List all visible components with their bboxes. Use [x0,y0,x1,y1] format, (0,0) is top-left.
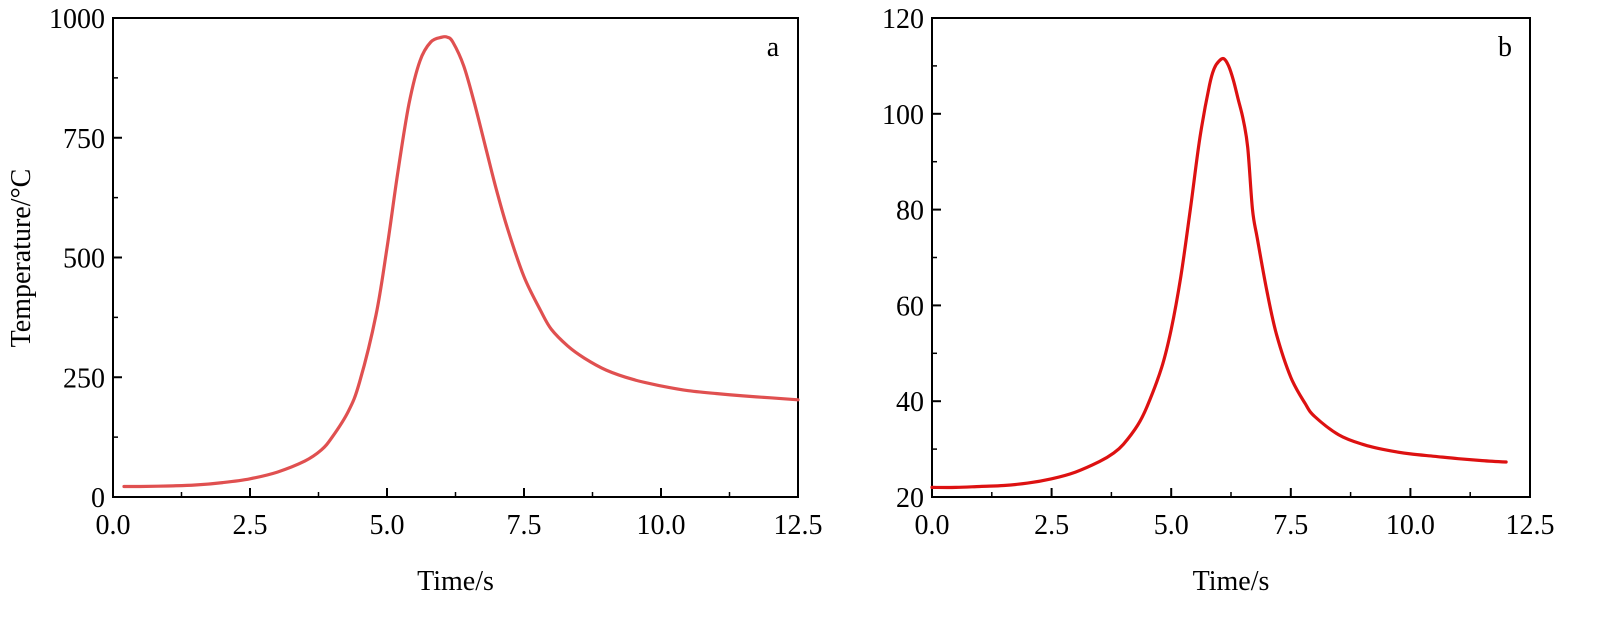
x-axis-title: Time/s [417,566,494,597]
y-tick-label: 100 [882,100,924,131]
y-tick-label: 500 [63,244,105,275]
series-line-0 [122,35,800,489]
y-tick-label: 0 [91,483,105,514]
panel-label: b [1498,32,1512,63]
x-tick-label: 12.5 [774,510,823,541]
x-tick-label: 0.0 [915,510,950,541]
x-tick-label: 7.5 [507,510,542,541]
x-tick-label: 7.5 [1273,510,1308,541]
chart-panel-b: 0.0 2.5 5.0 7.5 10.0 12.5 20 40 60 80 100 120 Time/s… [882,4,1555,597]
x-tick-label: 2.5 [1034,510,1069,541]
y-tick-label: 750 [63,124,105,155]
y-tick-label: 40 [896,387,924,418]
x-tick-label: 5.0 [370,510,405,541]
x-axis-title: Time/s [1193,566,1270,597]
y-tick-label: 80 [896,196,924,227]
x-tick-label: 0.0 [96,510,131,541]
y-tick-label: 120 [882,4,924,35]
x-tick-label: 10.0 [1386,510,1435,541]
plot-frame [931,17,1531,498]
x-tick-label: 5.0 [1154,510,1189,541]
y-tick-label: 20 [896,483,924,514]
plot-frame [112,17,799,498]
x-tick-label: 12.5 [1506,510,1555,541]
series-line-0 [930,56,1508,490]
x-tick-label: 10.0 [637,510,686,541]
y-tick-label: 60 [896,291,924,322]
chart-panel-a: 0.0 2.5 5.0 7.5 10.0 12.5 0 250 500 750 1000 Time/s… [6,4,823,597]
y-tick-label: 1000 [49,4,105,35]
x-tick-label: 2.5 [233,510,268,541]
y-axis-title: Temperature/°C [6,169,37,348]
y-tick-label: 250 [63,363,105,394]
panel-label: a [767,32,780,63]
